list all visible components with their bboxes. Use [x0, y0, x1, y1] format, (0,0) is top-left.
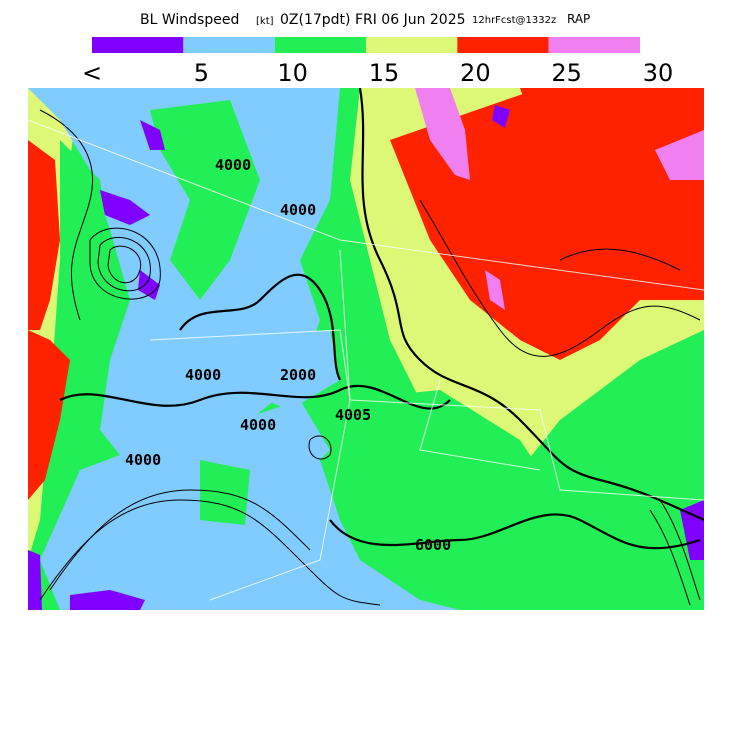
title-model: RAP	[567, 12, 590, 26]
legend-swatch	[92, 37, 184, 53]
legend: <5 10 15 20 25 30	[82, 37, 673, 87]
contour-label: 4000	[215, 156, 251, 174]
legend-label: 25	[551, 59, 582, 87]
title-units: [kt]	[256, 16, 274, 27]
legend-label: 20	[460, 59, 491, 87]
legend-swatch	[366, 37, 458, 53]
contour-label: 2000	[280, 366, 316, 384]
contour-label: 4005	[335, 406, 371, 424]
title-time: 0Z(17pdt) FRI 06 Jun 2025	[280, 12, 466, 28]
legend-swatch	[274, 37, 366, 53]
legend-label: 10	[277, 59, 308, 87]
contour-label: 4000	[125, 451, 161, 469]
contour-label: 4000	[185, 366, 221, 384]
legend-swatch	[183, 37, 275, 53]
title-main: BL Windspeed	[140, 12, 239, 28]
legend-swatch	[548, 37, 640, 53]
title-forecast: 12hrFcst@1332z	[472, 15, 556, 26]
map: 4000 4000 4000 4000 4005 4000 6000 2000	[28, 88, 704, 610]
legend-label: 5	[194, 59, 209, 87]
legend-swatch	[457, 37, 549, 53]
legend-label: 15	[369, 59, 400, 87]
legend-label: <	[82, 59, 102, 87]
contour-label: 4000	[240, 416, 276, 434]
legend-label: 30	[643, 59, 674, 87]
contour-label: 6000	[415, 536, 451, 554]
contour-label: 4000	[280, 201, 316, 219]
